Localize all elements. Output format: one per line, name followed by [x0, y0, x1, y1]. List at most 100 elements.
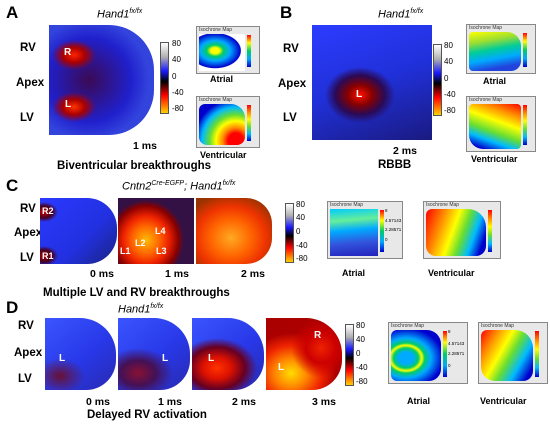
panel-letter-d: D [6, 298, 19, 317]
iso-label-ventricular: Ventricular [471, 154, 518, 164]
axis-label-rv: RV [20, 203, 36, 215]
iso-label-atrial: Atrial [342, 268, 366, 278]
genotype-label-b: Hand1fx/fx [378, 8, 424, 21]
isochrone-title: Isochrone Map [469, 25, 503, 31]
colorbar [433, 44, 442, 116]
isochrone-image [330, 209, 378, 256]
isochrone-title: Isochrone Map [391, 323, 425, 329]
colorbar-tick: 40 [356, 335, 365, 344]
activation-map-c-1ms: L4 L2 L1 L3 [118, 198, 194, 264]
time-label: 0 ms [90, 268, 114, 280]
colorbar-tick: 80 [172, 39, 181, 48]
colorbar-tick: -80 [444, 106, 456, 115]
breakthrough-mark-r: R [64, 47, 72, 58]
activation-map-d-0ms: L [45, 318, 116, 390]
axis-label-apex: Apex [16, 77, 45, 89]
iso-label-ventricular: Ventricular [200, 150, 247, 160]
colorbar-tick: -40 [172, 88, 184, 97]
isochrone-image [199, 104, 245, 145]
axis-label-lv: LV [18, 373, 32, 385]
isochrone-image [426, 209, 486, 256]
activation-map-d-3ms: R L [266, 318, 342, 390]
panel-caption-c: Multiple LV and RV breakthroughs [43, 287, 230, 299]
axis-label-rv: RV [20, 42, 36, 54]
colorbar-tick: 80 [356, 321, 365, 330]
iso-tick: 4.57143 [448, 341, 465, 346]
time-label: 2 ms [232, 396, 256, 408]
isochrone-colorbar [247, 35, 251, 67]
time-label: 1 ms [165, 268, 189, 280]
axis-label-lv: LV [20, 112, 34, 124]
activation-map-a-1ms: R L [49, 25, 154, 135]
isochrone-map-ventricular-c: Isochrone Map [423, 201, 501, 259]
axis-label-apex: Apex [14, 347, 43, 359]
axis-label-rv: RV [18, 320, 34, 332]
iso-tick: 0 [448, 363, 451, 368]
isochrone-map-ventricular-b: Isochrone Map [466, 96, 536, 152]
colorbar-tick: -40 [444, 90, 456, 99]
breakthrough-mark-l: L [278, 362, 285, 373]
breakthrough-mark-l: L [208, 353, 215, 364]
isochrone-image [391, 330, 441, 381]
panel-letter-c: C [6, 176, 19, 195]
isochrone-colorbar [535, 331, 539, 377]
iso-label-atrial: Atrial [210, 74, 234, 84]
colorbar-tick: -80 [172, 104, 184, 113]
iso-tick: 8 [385, 208, 388, 213]
iso-tick: 2.28571 [385, 227, 402, 232]
colorbar-tick: 40 [172, 55, 181, 64]
colorbar-tick: -80 [356, 377, 368, 386]
isochrone-image [199, 34, 245, 71]
breakthrough-mark-r: R [314, 330, 322, 341]
breakthrough-mark-l: L [65, 99, 72, 110]
isochrone-title: Isochrone Map [330, 202, 364, 208]
colorbar [345, 324, 354, 386]
colorbar-tick: -80 [296, 254, 308, 263]
colorbar-tick: 0 [296, 227, 301, 236]
iso-tick: 2.28571 [448, 351, 465, 356]
breakthrough-mark-l2: L2 [135, 238, 146, 248]
time-label: 2 ms [393, 145, 417, 157]
time-label: 0 ms [86, 396, 110, 408]
iso-label-ventricular: Ventricular [428, 268, 475, 278]
colorbar-tick: 40 [296, 213, 305, 222]
genotype-label-d: Hand1fx/fx [118, 303, 164, 316]
axis-label-lv: LV [20, 252, 34, 264]
time-label: 1 ms [158, 396, 182, 408]
panel-letter-a: A [6, 3, 19, 22]
isochrone-title: Isochrone Map [469, 97, 503, 103]
colorbar-tick: 80 [444, 41, 453, 50]
isochrone-title: Isochrone Map [426, 202, 460, 208]
colorbar-tick: 40 [444, 57, 453, 66]
colorbar-tick: 80 [296, 200, 305, 209]
iso-label-atrial: Atrial [483, 76, 507, 86]
isochrone-image [469, 104, 521, 149]
isochrone-colorbar [523, 33, 527, 67]
iso-tick: 4.57143 [385, 218, 402, 223]
isochrone-colorbar [380, 210, 384, 252]
isochrone-map-atrial-d: Isochrone Map 8 4.57143 2.28571 0 [388, 322, 468, 384]
panel-letter-b: B [280, 3, 293, 22]
breakthrough-mark-l: L [162, 353, 169, 364]
time-label: 1 ms [133, 140, 157, 152]
time-label: 2 ms [241, 268, 265, 280]
colorbar [285, 203, 294, 263]
isochrone-title: Isochrone Map [199, 27, 233, 33]
isochrone-title: Isochrone Map [199, 97, 233, 103]
iso-tick: 8 [448, 329, 451, 334]
breakthrough-mark-l: L [356, 89, 363, 100]
iso-tick: 0 [385, 237, 388, 242]
genotype-label-c: Cntn2Cre-EGFP; Hand1fx/fx [122, 180, 236, 193]
breakthrough-mark-l1: L1 [120, 246, 131, 256]
breakthrough-mark-l3: L3 [156, 246, 167, 256]
isochrone-map-ventricular-d: Isochrone Map [478, 322, 548, 384]
isochrone-colorbar [523, 105, 527, 145]
genotype-label-a: Hand1fx/fx [97, 8, 143, 21]
axis-label-lv: LV [283, 112, 297, 124]
colorbar-tick: -40 [296, 241, 308, 250]
activation-map-d-1ms: L [118, 318, 190, 390]
iso-label-atrial: Atrial [407, 396, 431, 406]
isochrone-colorbar [247, 105, 251, 141]
isochrone-image [469, 32, 521, 71]
panel-caption-a: Biventricular breakthroughs [57, 160, 212, 172]
